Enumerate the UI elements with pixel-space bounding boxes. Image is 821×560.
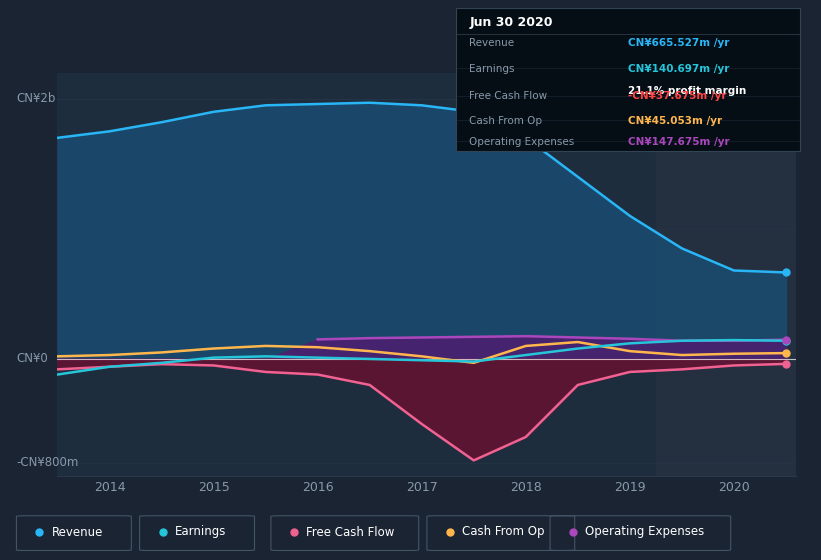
Text: Free Cash Flow: Free Cash Flow xyxy=(470,91,548,101)
Bar xyxy=(656,73,796,476)
Text: Earnings: Earnings xyxy=(175,525,227,539)
Text: CN¥665.527m /yr: CN¥665.527m /yr xyxy=(628,39,729,48)
Text: Free Cash Flow: Free Cash Flow xyxy=(306,525,395,539)
Text: CN¥45.053m /yr: CN¥45.053m /yr xyxy=(628,115,722,125)
Text: Operating Expenses: Operating Expenses xyxy=(470,137,575,147)
Text: Operating Expenses: Operating Expenses xyxy=(585,525,704,539)
Text: Revenue: Revenue xyxy=(52,525,103,539)
Text: Cash From Op: Cash From Op xyxy=(462,525,544,539)
Text: -CN¥800m: -CN¥800m xyxy=(17,456,79,469)
Text: CN¥0: CN¥0 xyxy=(17,352,48,366)
Text: -CN¥37.675m /yr: -CN¥37.675m /yr xyxy=(628,91,727,101)
Text: Jun 30 2020: Jun 30 2020 xyxy=(470,16,553,29)
Text: Earnings: Earnings xyxy=(470,64,515,74)
Text: CN¥140.697m /yr: CN¥140.697m /yr xyxy=(628,64,729,74)
Text: CN¥2b: CN¥2b xyxy=(17,92,56,105)
Text: Cash From Op: Cash From Op xyxy=(470,115,543,125)
Text: 21.1% profit margin: 21.1% profit margin xyxy=(628,86,746,96)
Text: Revenue: Revenue xyxy=(470,39,515,48)
Text: CN¥147.675m /yr: CN¥147.675m /yr xyxy=(628,137,730,147)
